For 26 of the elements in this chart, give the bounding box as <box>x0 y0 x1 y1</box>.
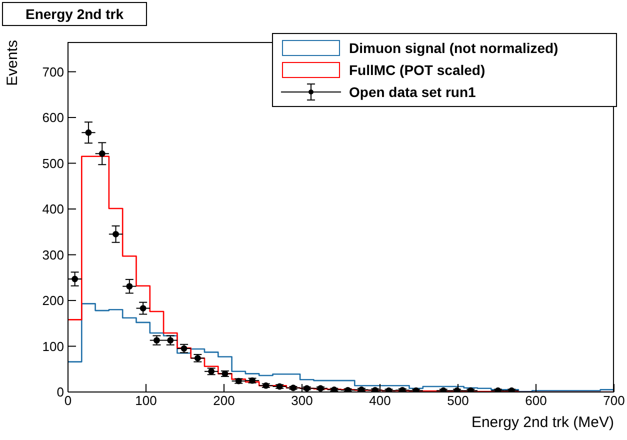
legend-label: Open data set run1 <box>349 84 476 100</box>
y-tick-label: 100 <box>42 338 64 354</box>
chart-title: Energy 2nd trk <box>2 2 147 26</box>
x-tick-label: 400 <box>369 393 391 408</box>
y-tick-label: 600 <box>42 110 64 126</box>
x-tick-label: 300 <box>291 393 313 408</box>
x-axis-title: Energy 2nd trk (MeV) <box>471 414 614 431</box>
point <box>154 337 160 344</box>
y-tick-label: 700 <box>42 64 64 80</box>
x-tick-label: 500 <box>447 393 469 408</box>
x-tick-label: 600 <box>525 393 547 408</box>
x-tick-label: 700 <box>603 393 625 408</box>
legend-label: FullMC (POT scaled) <box>349 62 486 78</box>
y-tick-label: 200 <box>42 293 64 308</box>
point <box>167 337 174 344</box>
point <box>140 305 146 312</box>
x-tick-label: 100 <box>135 393 157 408</box>
x-tick-label: 200 <box>213 393 235 408</box>
point <box>112 230 119 238</box>
point <box>85 129 92 136</box>
y-tick-label: 400 <box>42 202 64 217</box>
legend-label: Dimuon signal (not normalized) <box>349 40 558 56</box>
y-tick-label: 500 <box>42 156 64 171</box>
y-tick-label: 300 <box>42 247 64 262</box>
y-axis-title: Events <box>4 40 21 86</box>
point <box>98 150 106 157</box>
